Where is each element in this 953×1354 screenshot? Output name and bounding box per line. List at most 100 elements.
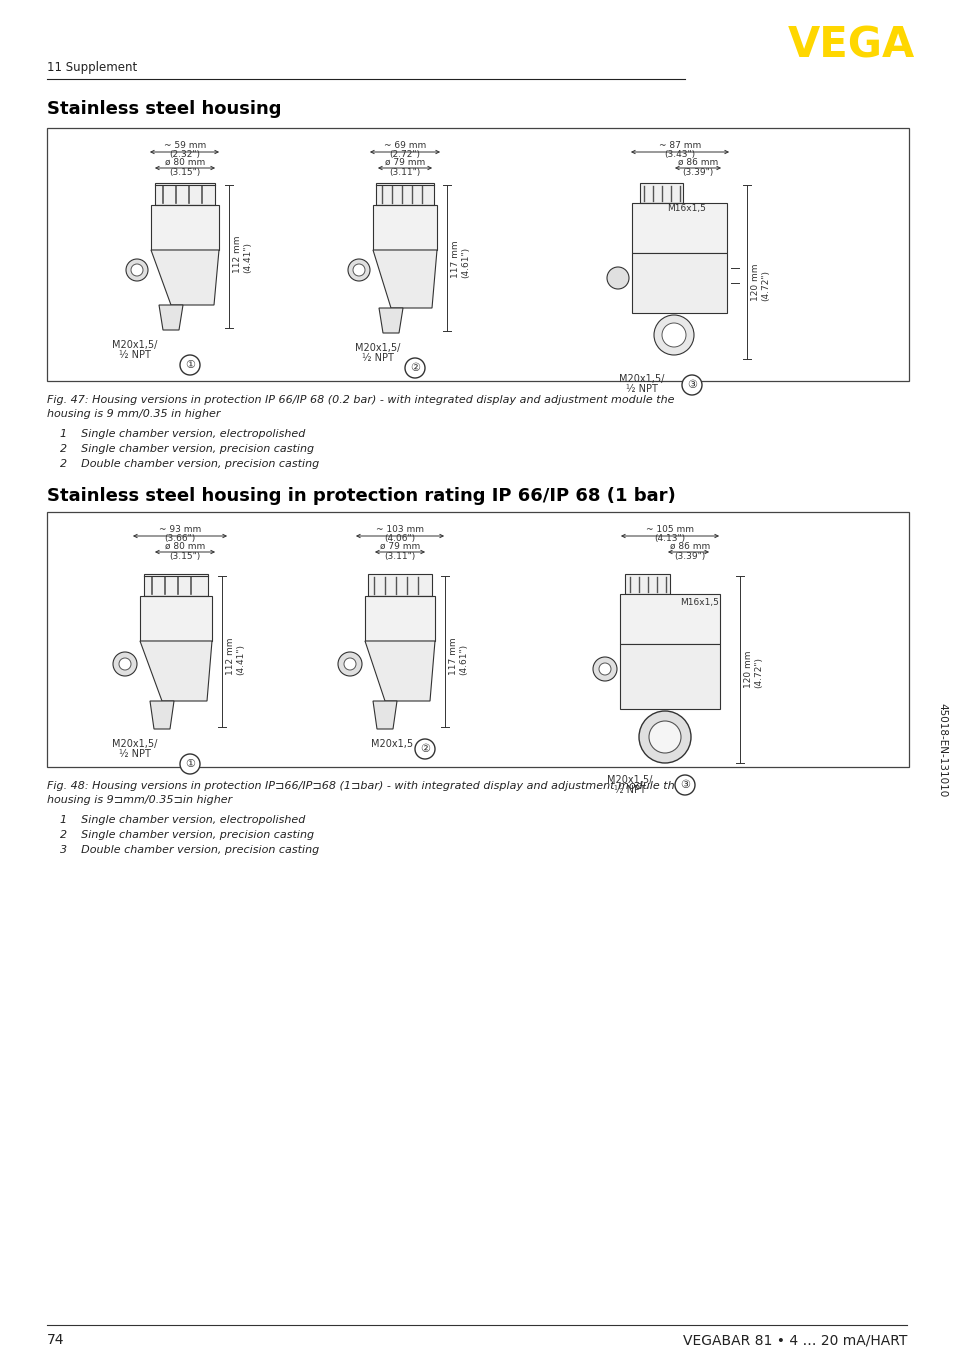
Circle shape (337, 653, 361, 676)
Bar (619, 594, 720, 645)
Text: M20x1,5/: M20x1,5/ (112, 739, 157, 749)
Text: (3.39"): (3.39") (674, 551, 705, 561)
Bar (375, 183, 434, 204)
Circle shape (654, 315, 693, 355)
Text: (3.15"): (3.15") (170, 168, 200, 176)
Bar (619, 645, 720, 709)
Polygon shape (150, 701, 173, 728)
Circle shape (593, 657, 617, 681)
Circle shape (348, 259, 370, 282)
Text: 3    Double chamber version, precision casting: 3 Double chamber version, precision cast… (60, 845, 319, 854)
Text: 117 mm
(4.61"): 117 mm (4.61") (449, 638, 468, 674)
Text: 11 Supplement: 11 Supplement (47, 61, 137, 74)
Circle shape (415, 739, 435, 760)
Circle shape (180, 754, 200, 774)
Text: ~ 105 mm: ~ 105 mm (645, 524, 693, 533)
Polygon shape (151, 250, 219, 305)
Polygon shape (140, 640, 212, 701)
Bar (373, 204, 436, 250)
Bar (631, 253, 726, 313)
Bar (365, 596, 435, 640)
Text: ~ 87 mm: ~ 87 mm (659, 141, 700, 149)
Bar (140, 596, 212, 640)
Circle shape (180, 355, 200, 375)
Text: (3.66"): (3.66") (164, 535, 195, 543)
Text: 112 mm
(4.41"): 112 mm (4.41") (226, 638, 245, 674)
Text: ø 80 mm: ø 80 mm (165, 157, 205, 167)
Text: Stainless steel housing: Stainless steel housing (47, 100, 281, 118)
Circle shape (606, 267, 628, 288)
Polygon shape (365, 640, 435, 701)
Polygon shape (159, 305, 183, 330)
Text: 2    Double chamber version, precision casting: 2 Double chamber version, precision cast… (60, 459, 319, 468)
Circle shape (405, 357, 424, 378)
Text: Fig. 47: Housing versions in protection IP 66/IP 68 (0.2 bar) - with integrated : Fig. 47: Housing versions in protection … (47, 395, 674, 405)
Bar (144, 574, 208, 596)
Circle shape (112, 653, 137, 676)
Text: ø 86 mm: ø 86 mm (669, 542, 709, 551)
Text: ③: ③ (686, 380, 697, 390)
Text: 112 mm
(4.41"): 112 mm (4.41") (233, 236, 253, 272)
Text: (4.13"): (4.13") (654, 535, 685, 543)
Text: M16x1,5: M16x1,5 (666, 203, 705, 213)
Text: 1    Single chamber version, electropolished: 1 Single chamber version, electropolishe… (60, 815, 305, 825)
Text: M20x1,5/: M20x1,5/ (112, 340, 157, 349)
Circle shape (119, 658, 131, 670)
Text: ø 79 mm: ø 79 mm (384, 157, 425, 167)
Text: 1    Single chamber version, electropolished: 1 Single chamber version, electropolishe… (60, 429, 305, 439)
Text: ①: ① (185, 760, 194, 769)
Text: VEGABAR 81 • 4 … 20 mA/HART: VEGABAR 81 • 4 … 20 mA/HART (682, 1332, 906, 1347)
Text: housing is 9 mm/0.35 in higher: housing is 9 mm/0.35 in higher (47, 409, 220, 418)
Bar (368, 574, 432, 596)
Bar (639, 183, 682, 203)
Text: M20x1,5/: M20x1,5/ (618, 374, 664, 385)
Text: ½ NPT: ½ NPT (625, 385, 658, 394)
Text: M20x1,5/: M20x1,5/ (355, 343, 400, 353)
Text: ③: ③ (679, 780, 689, 789)
Bar (47, 512, 908, 766)
Circle shape (639, 711, 690, 764)
Text: M20x1,5/: M20x1,5/ (607, 774, 652, 785)
Circle shape (131, 264, 143, 276)
Text: (3.11"): (3.11") (389, 168, 420, 176)
Bar (631, 203, 726, 253)
Text: ø 80 mm: ø 80 mm (165, 542, 205, 551)
Circle shape (661, 324, 685, 347)
Circle shape (681, 375, 701, 395)
Circle shape (344, 658, 355, 670)
Text: ø 79 mm: ø 79 mm (379, 542, 419, 551)
Polygon shape (373, 701, 396, 728)
Polygon shape (373, 250, 436, 307)
Text: M16x1,5: M16x1,5 (679, 597, 719, 607)
Text: ②: ② (410, 363, 419, 372)
Text: ~ 69 mm: ~ 69 mm (383, 141, 426, 149)
Text: ~ 93 mm: ~ 93 mm (159, 524, 201, 533)
Polygon shape (378, 307, 402, 333)
Text: M20x1,5: M20x1,5 (371, 739, 413, 749)
Text: VEGA: VEGA (787, 24, 914, 66)
Text: Fig. 48: Housing versions in protection IP⊐66/IP⊐68 (1⊐bar) - with integrated di: Fig. 48: Housing versions in protection … (47, 781, 680, 791)
Bar (154, 183, 214, 204)
Text: 45018-EN-131010: 45018-EN-131010 (936, 703, 946, 798)
Text: ½ NPT: ½ NPT (362, 353, 394, 363)
Text: ~ 59 mm: ~ 59 mm (164, 141, 206, 149)
Text: (2.32"): (2.32") (170, 150, 200, 160)
Text: ②: ② (419, 743, 430, 754)
Text: 120 mm
(4.72"): 120 mm (4.72") (743, 650, 762, 688)
Text: (3.15"): (3.15") (170, 551, 200, 561)
Text: ~ 103 mm: ~ 103 mm (375, 524, 423, 533)
Text: (3.11"): (3.11") (384, 551, 416, 561)
Text: Stainless steel housing in protection rating IP 66/IP 68 (1 bar): Stainless steel housing in protection ra… (47, 487, 675, 505)
Text: ①: ① (185, 360, 194, 370)
Text: (3.39"): (3.39") (681, 168, 713, 176)
Circle shape (126, 259, 148, 282)
Text: ½ NPT: ½ NPT (614, 785, 645, 795)
Circle shape (598, 663, 610, 676)
Text: 2    Single chamber version, precision casting: 2 Single chamber version, precision cast… (60, 444, 314, 454)
Circle shape (675, 774, 695, 795)
Text: 74: 74 (47, 1332, 65, 1347)
Text: 117 mm
(4.61"): 117 mm (4.61") (451, 240, 470, 278)
Circle shape (648, 720, 680, 753)
Text: ½ NPT: ½ NPT (119, 749, 151, 760)
Text: housing is 9⊐mm/0.35⊐in higher: housing is 9⊐mm/0.35⊐in higher (47, 795, 232, 806)
